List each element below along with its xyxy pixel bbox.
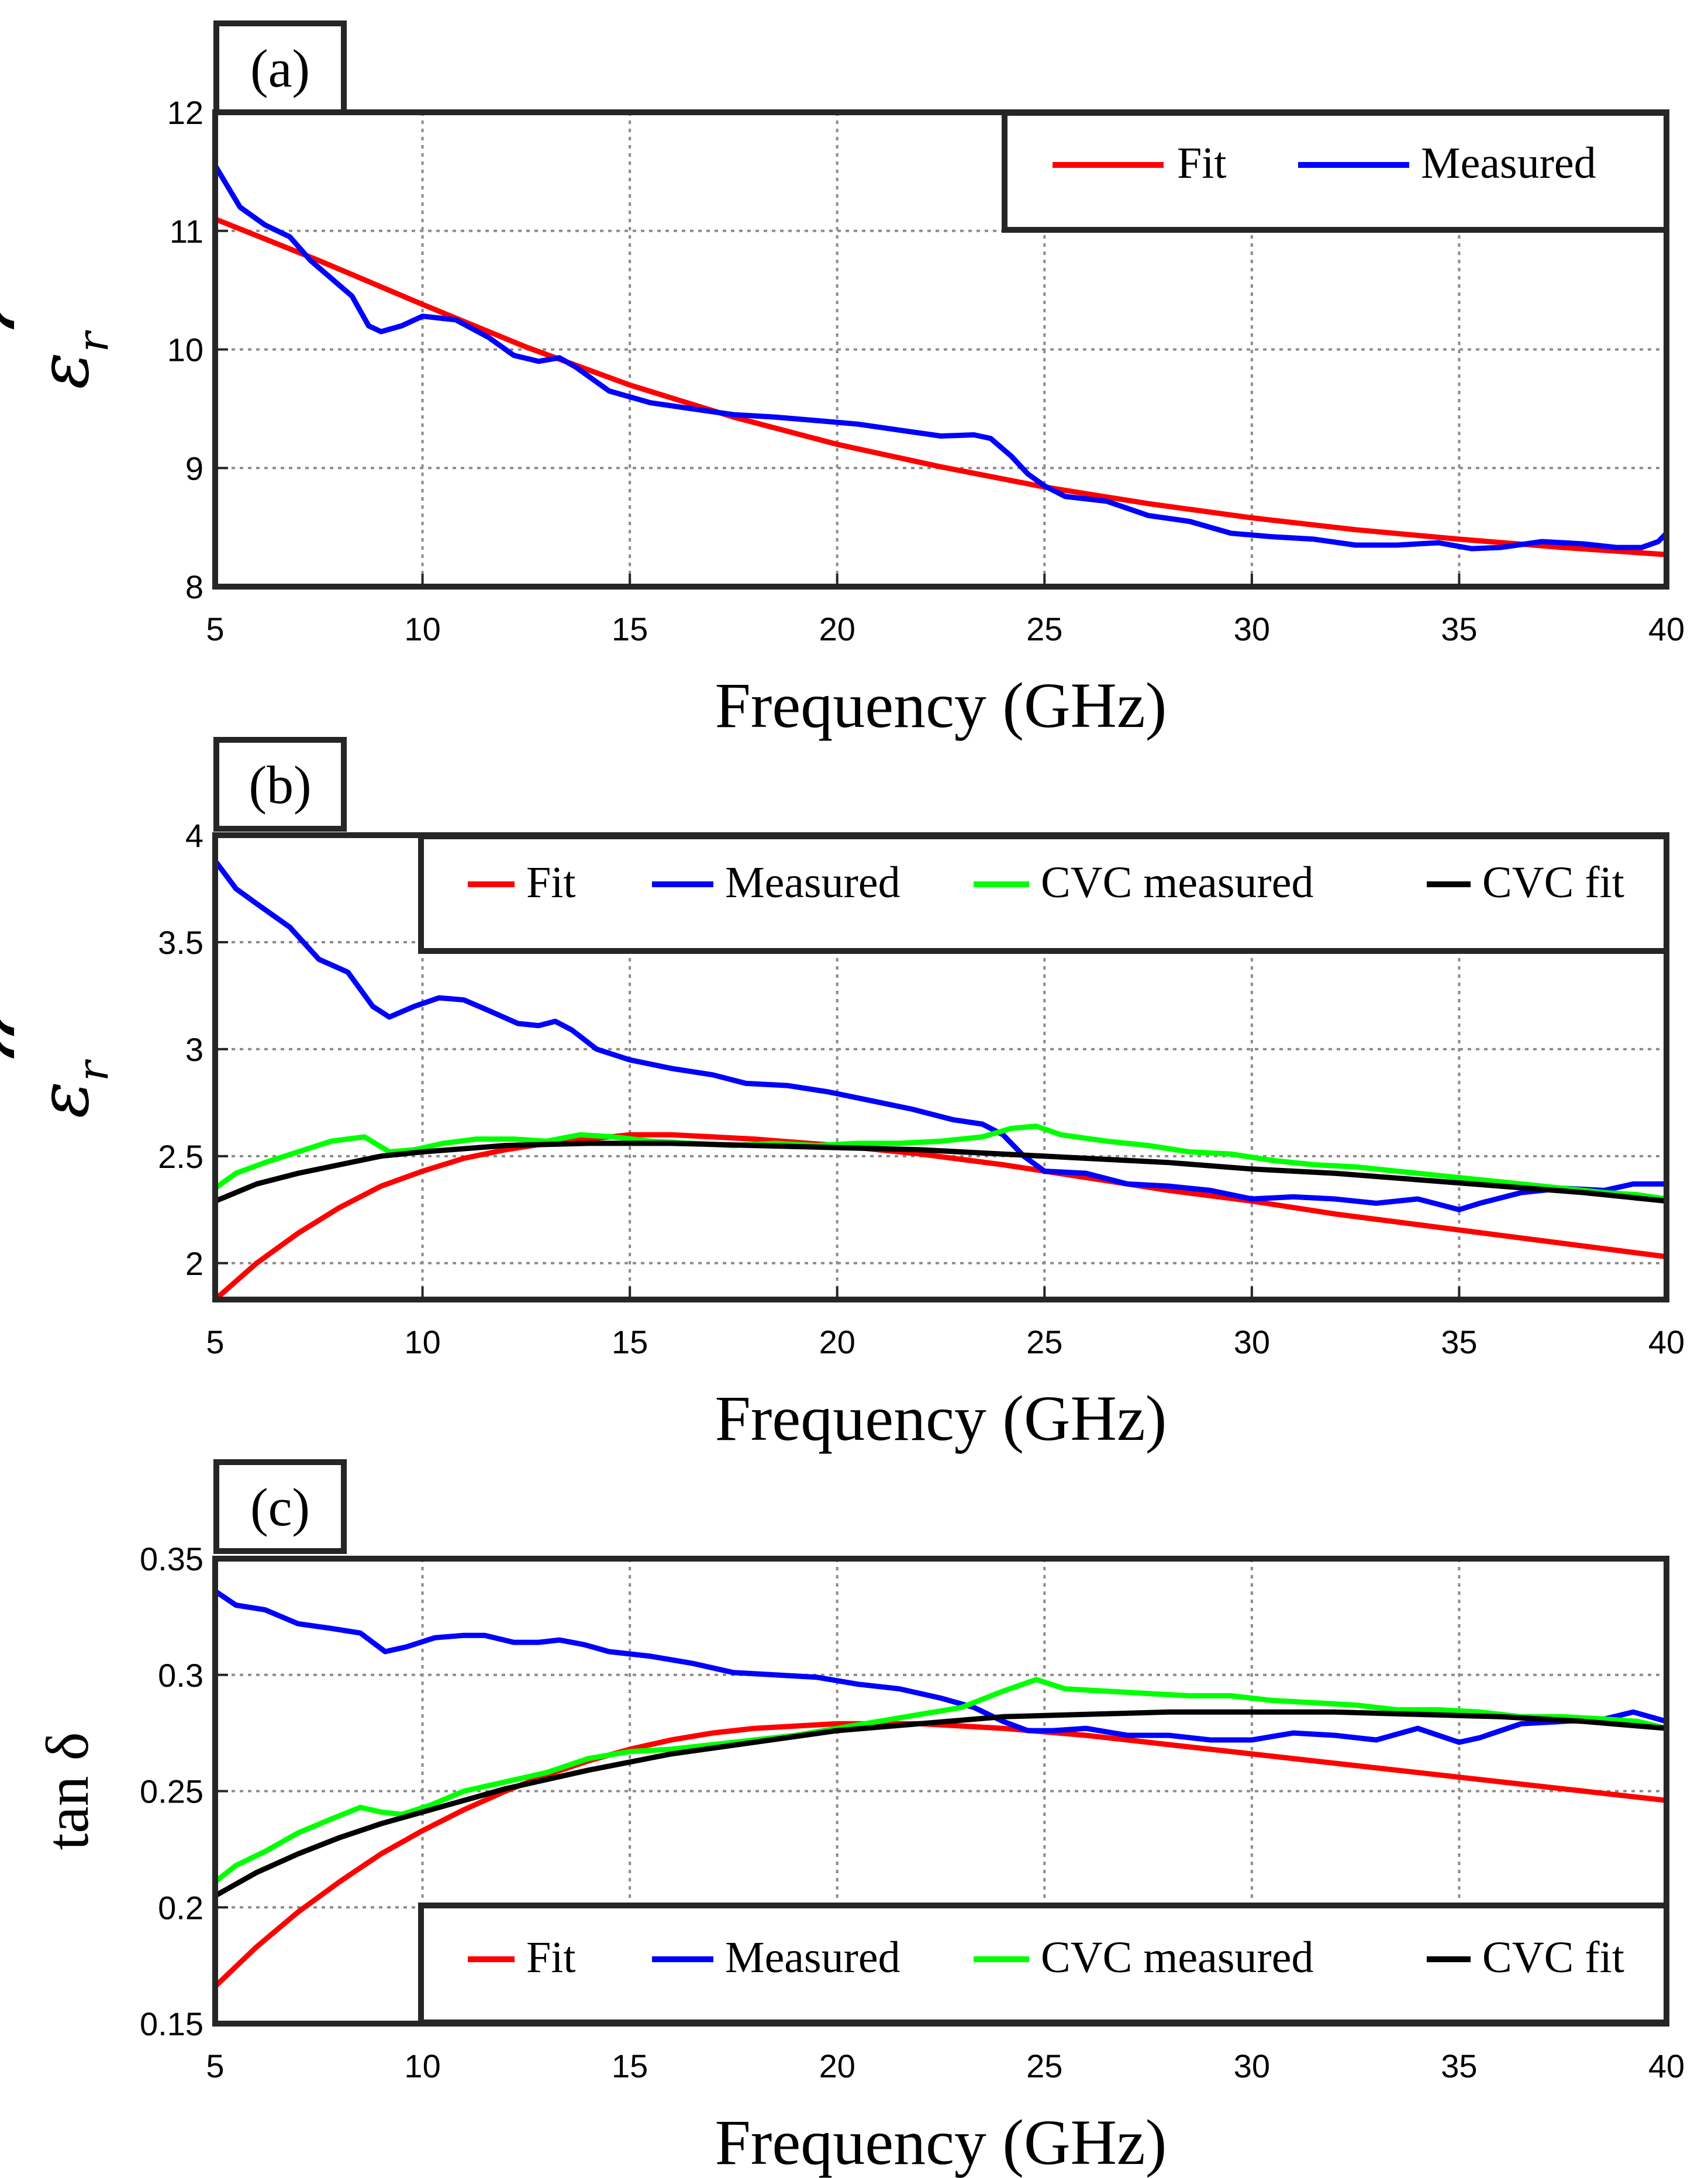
y-tick-label: 2: [185, 1245, 203, 1282]
x-tick-label: 40: [1648, 1324, 1685, 1360]
y-axis-title: εr ʻʻ: [0, 1016, 118, 1118]
x-axis-title: Frequency (GHz): [715, 670, 1167, 741]
chart-panel-c: 5 10 15 20 25 30 35 40 0.15 0.2 0.25 0.3 0.35 Frequen…: [34, 1459, 1685, 2178]
y-axis-symbol-main: ε: [23, 1081, 104, 1118]
legend-box: [1002, 110, 1669, 233]
y-axis-label-text: tan δ: [34, 1732, 101, 1850]
panel-label: (a): [250, 39, 310, 98]
legend-label: Fit: [526, 858, 576, 907]
y-tick-label: 0.3: [158, 1657, 203, 1694]
legend-label: Measured: [725, 858, 900, 907]
y-axis-symbol-prime: ʻ: [0, 309, 58, 332]
series-line-fit: [215, 1721, 1666, 1989]
y-axis-symbol: εr ʻʻ: [0, 1016, 118, 1118]
chart-panel-b: 5 10 15 20 25 30 35 40 2 2.5 3 3.5 4 Frequency (GHz) ε…: [0, 737, 1685, 1454]
x-tick-label: 35: [1441, 2048, 1477, 2084]
x-tick-label: 15: [612, 1324, 648, 1360]
legend: Fit Measured CVC measured CVC fit: [418, 833, 1669, 954]
panel-label-box: [213, 20, 347, 115]
x-tick-label: 25: [1026, 1324, 1062, 1360]
y-tick-label: 8: [185, 568, 203, 605]
y-tick-label: 0.15: [140, 2005, 203, 2042]
panel-label: (b): [249, 755, 311, 815]
series-line-cvc-fit: [215, 1709, 1666, 1898]
x-tick-label: 5: [206, 1324, 224, 1360]
y-tick-label: 11: [170, 213, 203, 250]
series-group: [215, 163, 1666, 557]
y-axis-title: tan δ: [34, 1732, 101, 1850]
legend: Fit Measured CVC measured CVC fit: [418, 1903, 1669, 2025]
series-group: [215, 858, 1666, 1300]
legend-label: CVC fit: [1482, 858, 1624, 907]
x-tick-label: 5: [206, 2048, 224, 2084]
y-tick-label: 2.5: [158, 1138, 203, 1175]
x-tick-label: 25: [1026, 611, 1062, 647]
legend-label: Measured: [1421, 139, 1596, 188]
legend-label: CVC fit: [1482, 1933, 1624, 1982]
y-tick-label: 0.35: [140, 1541, 203, 1577]
y-axis-symbol-subscript: r: [68, 1059, 118, 1081]
x-tick-label: 35: [1441, 1324, 1477, 1360]
series-line-cvc-measured: [215, 1677, 1666, 1884]
series-line-measured: [215, 1588, 1666, 1745]
y-tick-label: 0.25: [140, 1773, 203, 1810]
legend-label: CVC measured: [1041, 1933, 1313, 1982]
y-tick-label: 10: [167, 332, 203, 368]
panel-label-box: [213, 1459, 347, 1554]
y-axis-symbol-prime: ʻʻ: [0, 1016, 58, 1062]
x-tick-label: 15: [612, 611, 648, 647]
series-line-measured: [215, 858, 1666, 1212]
legend: Fit Measured: [1002, 110, 1669, 233]
y-tick-label: 9: [185, 450, 203, 487]
legend-label: Fit: [526, 1933, 576, 1982]
x-tick-label: 40: [1648, 2048, 1685, 2084]
y-tick-label: 0.2: [158, 1889, 203, 1926]
x-tick-label: 20: [819, 611, 855, 647]
panel-label-box: [213, 737, 347, 832]
y-axis-symbol-subscript: r: [68, 330, 118, 352]
y-tick-label: 3.5: [158, 924, 203, 961]
x-tick-label: 35: [1441, 611, 1477, 647]
x-tick-label: 20: [819, 1324, 855, 1360]
y-tick-label: 3: [185, 1031, 203, 1068]
x-tick-label: 20: [819, 2048, 855, 2084]
x-tick-label: 40: [1648, 611, 1685, 647]
x-tick-label: 30: [1234, 2048, 1270, 2084]
x-axis-title: Frequency (GHz): [715, 2107, 1167, 2178]
y-tick-label: 12: [167, 94, 203, 131]
legend-label: Measured: [725, 1933, 900, 1982]
chart-panel-a: 5 10 15 20 25 30 35 40 8 9 10 11 12 Frequency (GHz) εr…: [0, 20, 1685, 741]
y-axis-symbol-main: ε: [23, 352, 104, 389]
x-tick-label: 10: [404, 1324, 440, 1360]
legend-label: Fit: [1177, 139, 1227, 188]
series-line-fit: [215, 1132, 1666, 1300]
x-tick-label: 10: [404, 611, 440, 647]
x-tick-label: 30: [1234, 1324, 1270, 1360]
x-axis-title: Frequency (GHz): [715, 1383, 1167, 1454]
x-tick-label: 5: [206, 611, 224, 647]
series-group: [215, 1588, 1666, 1989]
y-axis-title: εrʻ: [0, 309, 118, 389]
y-axis-symbol: εrʻ: [0, 309, 118, 389]
x-tick-label: 30: [1234, 611, 1270, 647]
legend-box: [418, 1903, 1669, 2025]
series-line-measured: [215, 163, 1666, 552]
series-line-cvc-fit: [215, 1140, 1666, 1204]
series-line-cvc-measured: [215, 1124, 1666, 1202]
x-tick-label: 15: [612, 2048, 648, 2084]
panel-label: (c): [250, 1477, 310, 1537]
x-tick-label: 10: [404, 2048, 440, 2084]
legend-box: [418, 833, 1669, 954]
x-tick-label: 25: [1026, 2048, 1062, 2084]
y-tick-label: 4: [185, 817, 203, 854]
legend-label: CVC measured: [1041, 858, 1313, 907]
